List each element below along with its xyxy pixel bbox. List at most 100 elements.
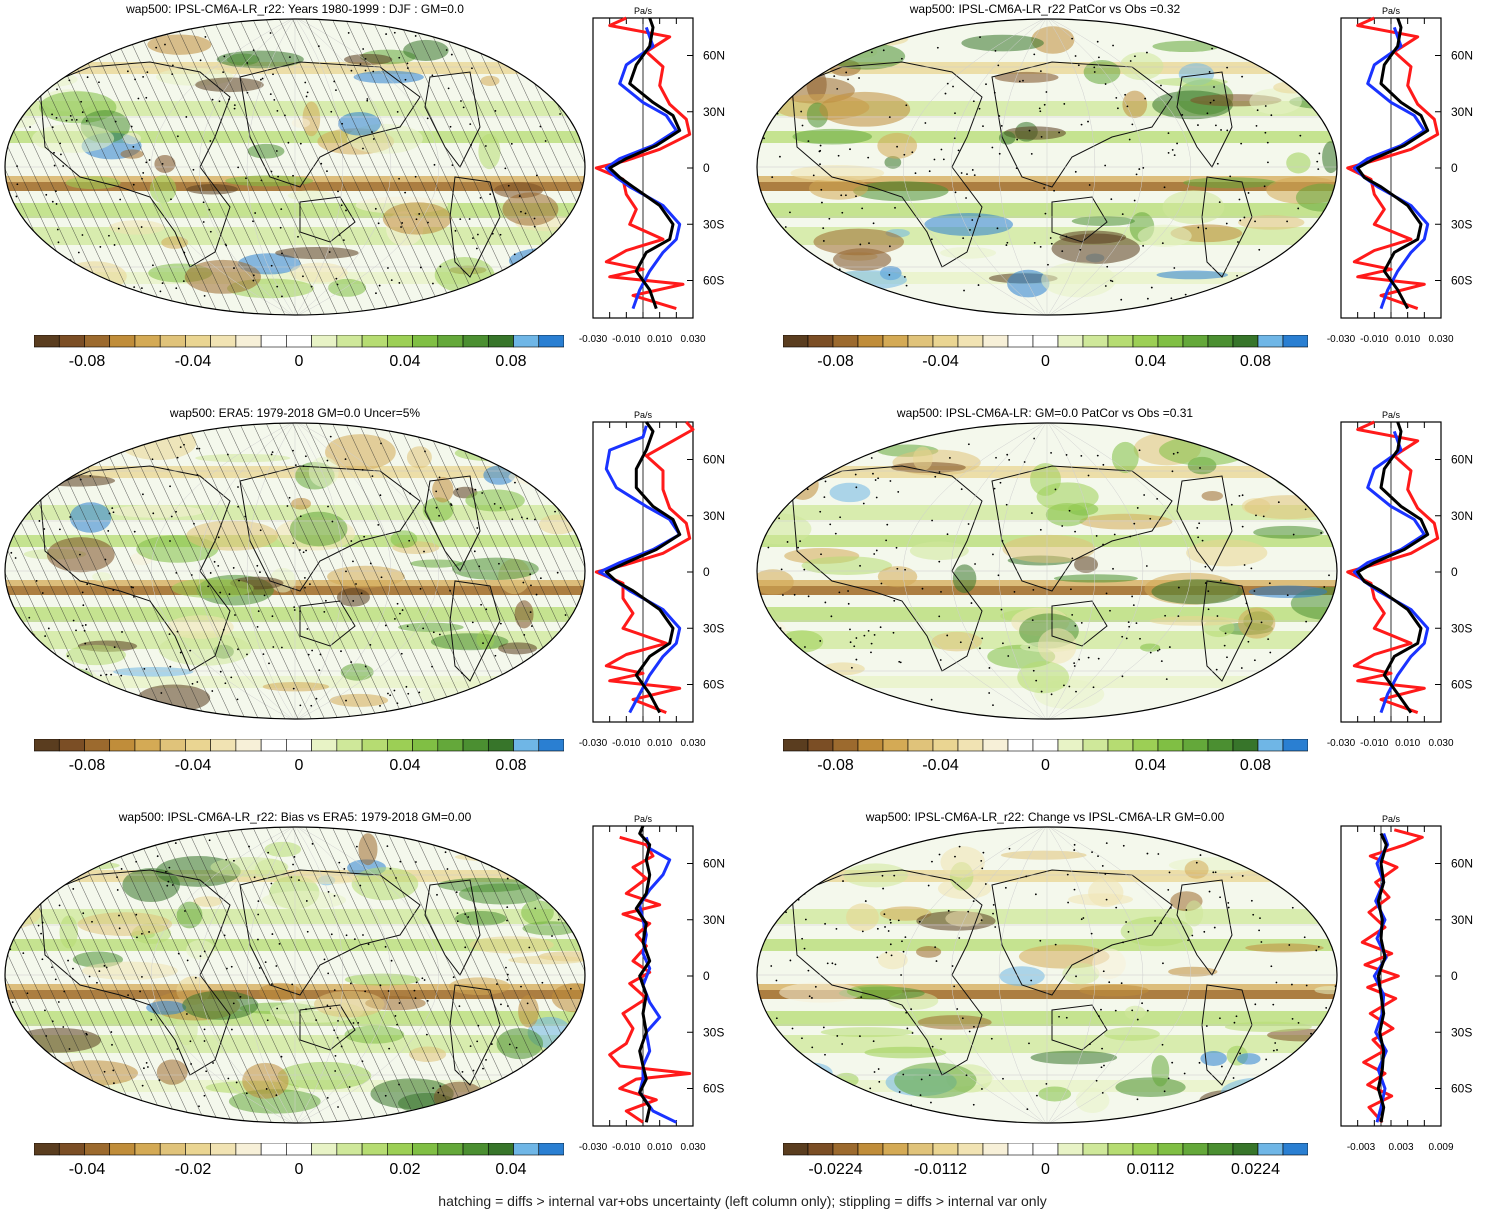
x-tick-label: -0.010 bbox=[1360, 738, 1389, 749]
colorbar-swatch bbox=[957, 739, 984, 752]
zonal-mean-plot: Pa/s 60N 30N 0 30S 60S -0.030 -0.010 0.010 0.030 bbox=[579, 410, 725, 749]
colorbar-tick-label: -0.04 bbox=[174, 757, 212, 774]
colorbar-swatch bbox=[1182, 335, 1209, 348]
colorbar-swatch bbox=[513, 335, 540, 348]
colorbar-swatch bbox=[907, 1143, 934, 1156]
colorbar-swatch bbox=[907, 739, 934, 752]
lat-tick-label: 60S bbox=[703, 274, 724, 288]
lat-tick-label: 60S bbox=[1451, 678, 1472, 692]
lat-tick-label: 30N bbox=[703, 913, 725, 927]
x-tick-label: -0.030 bbox=[579, 334, 608, 345]
colorbar-tick-label: 0.02 bbox=[389, 1161, 421, 1178]
x-tick-label: 0.030 bbox=[1428, 738, 1453, 749]
x-tick-label: -0.030 bbox=[579, 738, 608, 749]
colorbar-tick-label: 0.04 bbox=[1134, 757, 1167, 774]
series-black bbox=[634, 825, 652, 1123]
colorbar-swatch bbox=[235, 739, 262, 752]
map-title: wap500: IPSL-CM6A-LR: GM=0.0 PatCor vs O… bbox=[896, 406, 1194, 420]
series-blue bbox=[1352, 26, 1430, 310]
colorbar-swatch bbox=[1257, 739, 1284, 752]
colorbar-swatch bbox=[311, 1143, 338, 1156]
colorbar-tick-label: 0.08 bbox=[495, 353, 527, 370]
map-title: wap500: IPSL-CM6A-LR_r22 PatCor vs Obs =… bbox=[909, 2, 1181, 16]
colorbar-swatch bbox=[807, 335, 834, 348]
lat-tick-label: 30S bbox=[1451, 1025, 1472, 1039]
colorbar-swatch bbox=[260, 335, 287, 348]
colorbar-swatch bbox=[982, 739, 1009, 752]
series-red bbox=[1360, 828, 1424, 1124]
lat-tick-label: 60N bbox=[703, 49, 725, 63]
colorbar-swatch bbox=[783, 739, 809, 752]
lat-tick-label: 0 bbox=[703, 161, 710, 175]
colorbar-swatch bbox=[185, 739, 211, 752]
colorbar-swatch bbox=[58, 335, 85, 348]
colorbar-tick-label: -0.04 bbox=[922, 353, 959, 370]
colorbar-swatch bbox=[1207, 335, 1234, 348]
lat-tick-label: 30N bbox=[703, 509, 725, 523]
panel-3: wap500: ERA5: 1979-2018 GM=0.0 Uncer=5% … bbox=[0, 404, 742, 784]
colorbar-tick-label: -0.0112 bbox=[913, 1161, 968, 1178]
lat-tick-label: 30S bbox=[1451, 621, 1472, 635]
x-tick-label: 0.010 bbox=[647, 334, 672, 345]
colorbar-swatch bbox=[857, 739, 884, 752]
colorbar-swatch bbox=[932, 739, 959, 752]
lat-tick-label: 0 bbox=[703, 969, 710, 983]
colorbar-swatch bbox=[1107, 335, 1134, 348]
colorbar-swatch bbox=[1257, 1143, 1284, 1156]
colorbar-swatch bbox=[159, 1143, 186, 1156]
colorbar-swatch bbox=[34, 739, 60, 752]
colorbar bbox=[34, 1143, 564, 1156]
colorbar-swatch bbox=[1207, 1143, 1234, 1156]
colorbar-tick-label: 0.0112 bbox=[1126, 1161, 1175, 1178]
colorbar-swatch bbox=[159, 739, 186, 752]
lat-tick-label: 30S bbox=[703, 1025, 724, 1039]
colorbar-swatch bbox=[1232, 1143, 1259, 1156]
colorbar-tick-label: -0.04 bbox=[68, 1161, 106, 1178]
x-tick-label: -0.030 bbox=[1327, 334, 1356, 345]
series-black bbox=[1356, 421, 1430, 714]
colorbar-swatch bbox=[34, 335, 60, 348]
units-label: Pa/s bbox=[634, 410, 653, 420]
colorbar-swatch bbox=[513, 739, 540, 752]
map bbox=[4, 422, 586, 720]
lat-tick-label: 0 bbox=[703, 565, 710, 579]
lat-tick-label: 0 bbox=[1451, 565, 1458, 579]
zonal-mean-plot: Pa/s 60N 30N 0 30S 60S -0.030 -0.010 0.010 0.030 bbox=[1327, 410, 1473, 749]
colorbar-swatch bbox=[336, 1143, 363, 1156]
x-tick-label: 0.030 bbox=[680, 334, 705, 345]
colorbar-swatch bbox=[185, 335, 211, 348]
colorbar-swatch bbox=[1232, 335, 1259, 348]
x-tick-label: -0.010 bbox=[1360, 334, 1389, 345]
lat-tick-label: 60N bbox=[1451, 453, 1473, 467]
colorbar-swatch bbox=[159, 335, 186, 348]
map bbox=[4, 18, 586, 316]
x-tick-label: 0.010 bbox=[647, 738, 672, 749]
colorbar-swatch bbox=[932, 335, 959, 348]
zonal-mean-plot: Pa/s 60N 30N 0 30S 60S -0.030 -0.010 0.010 0.030 bbox=[579, 814, 725, 1153]
lat-tick-label: 30N bbox=[1451, 509, 1473, 523]
colorbar-swatch bbox=[134, 739, 161, 752]
colorbar-swatch bbox=[109, 335, 136, 348]
map bbox=[756, 826, 1338, 1124]
lat-tick-label: 30S bbox=[703, 217, 724, 231]
x-tick-label: -0.003 bbox=[1347, 1142, 1376, 1153]
colorbar-swatch bbox=[807, 1143, 834, 1156]
colorbar-tick-label: 0.04 bbox=[389, 353, 421, 370]
colorbar-swatch bbox=[336, 739, 363, 752]
colorbar-swatch bbox=[1157, 739, 1184, 752]
colorbar-swatch bbox=[1082, 739, 1109, 752]
footer-caption: hatching = diffs > internal var+obs unce… bbox=[438, 1193, 1047, 1209]
colorbar-swatch bbox=[857, 1143, 884, 1156]
map-border bbox=[4, 826, 586, 1124]
colorbar bbox=[783, 739, 1308, 752]
x-tick-label: 0.010 bbox=[1395, 738, 1420, 749]
colorbar-swatch bbox=[412, 335, 439, 348]
map-title: wap500: IPSL-CM6A-LR_r22: Years 1980-199… bbox=[126, 2, 464, 16]
colorbar-tick-label: -0.08 bbox=[817, 757, 854, 774]
colorbar-swatch bbox=[462, 335, 489, 348]
lat-tick-label: 60N bbox=[703, 857, 725, 871]
colorbar-tick-label: -0.0224 bbox=[808, 1161, 863, 1178]
colorbar-swatch bbox=[387, 335, 413, 348]
colorbar-swatch bbox=[1207, 739, 1234, 752]
zonal-frame bbox=[1340, 825, 1442, 1127]
